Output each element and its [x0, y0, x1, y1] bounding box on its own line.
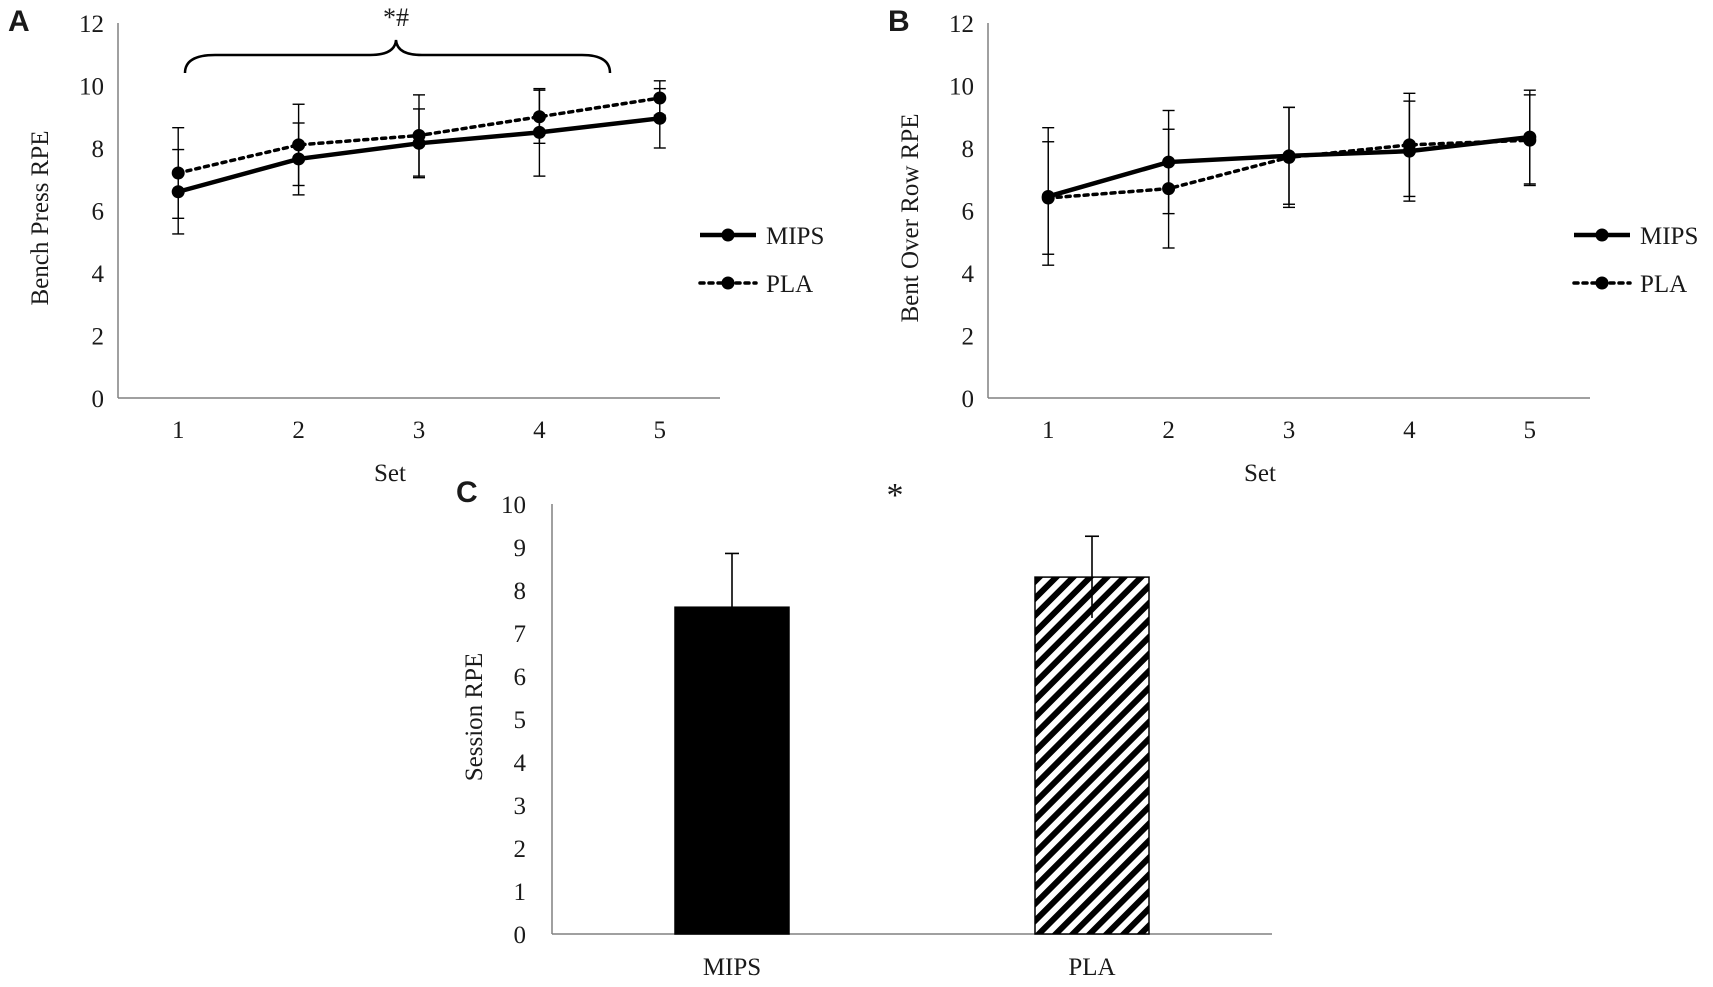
- panel-letter-c: C: [456, 476, 478, 509]
- panel-c-xtick-label: PLA: [1068, 954, 1115, 981]
- panel-a-ytick-label: 2: [92, 324, 105, 351]
- panel-b-ylabel: Bent Over Row RPE: [897, 113, 924, 322]
- panel-a-ylabel: Bench Press RPE: [27, 131, 54, 306]
- panel-b-point-pla: [1402, 138, 1416, 152]
- panel-c-ytick-label: 9: [514, 535, 527, 562]
- panel-a-legend-marker-pla: [721, 276, 735, 290]
- panel-a-point-pla: [412, 129, 426, 142]
- panel-b-xtick-label: 3: [1283, 417, 1296, 444]
- panel-b-xtick-label: 1: [1042, 417, 1055, 444]
- panel-b-ytick-label: 6: [962, 199, 975, 226]
- panel-a-point-pla: [171, 166, 185, 180]
- panel-c-ytick-label: 3: [514, 793, 527, 820]
- panel-c-chart: Session RPE * 0 1 2 3 4 5 6 7 8 9 10 MIPS PLA: [461, 477, 1272, 981]
- panel-a-xtick-label: 1: [172, 417, 185, 444]
- panel-c-ytick-label: 6: [514, 664, 527, 691]
- panel-b-point-pla: [1282, 150, 1296, 164]
- panel-a-point-pla: [653, 91, 667, 105]
- panel-a-xlabel: Set: [374, 460, 406, 487]
- panel-a-xtick-label: 4: [533, 417, 546, 444]
- panel-a-brace: [183, 39, 612, 74]
- panel-c-ylabel: Session RPE: [461, 653, 488, 782]
- panel-a-ytick-label: 0: [92, 386, 105, 413]
- panel-c-xtick-label: MIPS: [703, 954, 761, 981]
- panel-c-significance: *: [887, 477, 904, 514]
- panel-a-ytick-label: 12: [79, 11, 104, 38]
- panel-a-legend-label: PLA: [766, 271, 813, 298]
- panel-b-point-pla: [1041, 191, 1055, 205]
- panel-a-xtick-label: 3: [413, 417, 426, 444]
- panel-c-bar-pla: [1034, 576, 1150, 935]
- panel-c-ytick-label: 7: [514, 621, 527, 648]
- panel-c-ytick-label: 8: [514, 578, 527, 605]
- panel-b-xlabel: Set: [1244, 460, 1276, 487]
- panel-b-ytick-label: 4: [962, 261, 975, 288]
- panel-a-point-pla: [532, 110, 546, 124]
- panel-b-ytick-label: 12: [949, 11, 974, 38]
- panel-b-legend-marker-mips: [1595, 228, 1609, 242]
- panel-b-legend-label: MIPS: [1640, 223, 1698, 250]
- panel-b-ytick-label: 2: [962, 324, 975, 351]
- panel-b-point-pla: [1162, 182, 1176, 196]
- panel-b-legend-marker-pla: [1595, 276, 1609, 290]
- panel-a-legend-marker-mips: [721, 228, 735, 242]
- panel-b-ytick-label: 8: [962, 136, 975, 163]
- panel-b-ytick-label: 10: [949, 74, 974, 101]
- panel-c-ytick-label: 5: [514, 707, 527, 734]
- panel-a-ytick-label: 4: [92, 261, 105, 288]
- panel-a-xtick-label: 5: [654, 417, 667, 444]
- panel-a-point-pla: [292, 138, 306, 152]
- panel-a-ytick-label: 10: [79, 74, 104, 101]
- panel-a-xtick-label: 2: [292, 417, 305, 444]
- panel-b-legend-label: PLA: [1640, 271, 1687, 298]
- panel-c-bar-mips: [674, 606, 790, 935]
- panel-c-ytick-label: 4: [514, 750, 527, 777]
- panel-b-point-pla: [1523, 133, 1537, 147]
- panel-a-ytick-label: 6: [92, 199, 105, 226]
- panel-a-ytick-label: 8: [92, 136, 105, 163]
- panel-letter-b: B: [888, 5, 910, 38]
- panel-a-legend-label: MIPS: [766, 223, 824, 250]
- panel-b-xtick-label: 5: [1524, 417, 1537, 444]
- panel-letter-a: A: [8, 5, 30, 38]
- panel-c-ytick-label: 1: [514, 879, 527, 906]
- panel-c-ytick-label: 10: [501, 492, 526, 519]
- panel-c-ytick-label: 0: [514, 922, 527, 949]
- panel-a-significance: *#: [383, 3, 409, 32]
- panel-b-xtick-label: 4: [1403, 417, 1416, 444]
- panel-b-ytick-label: 0: [962, 386, 975, 413]
- panel-c-ytick-label: 2: [514, 836, 527, 863]
- panel-b-xtick-label: 2: [1162, 417, 1175, 444]
